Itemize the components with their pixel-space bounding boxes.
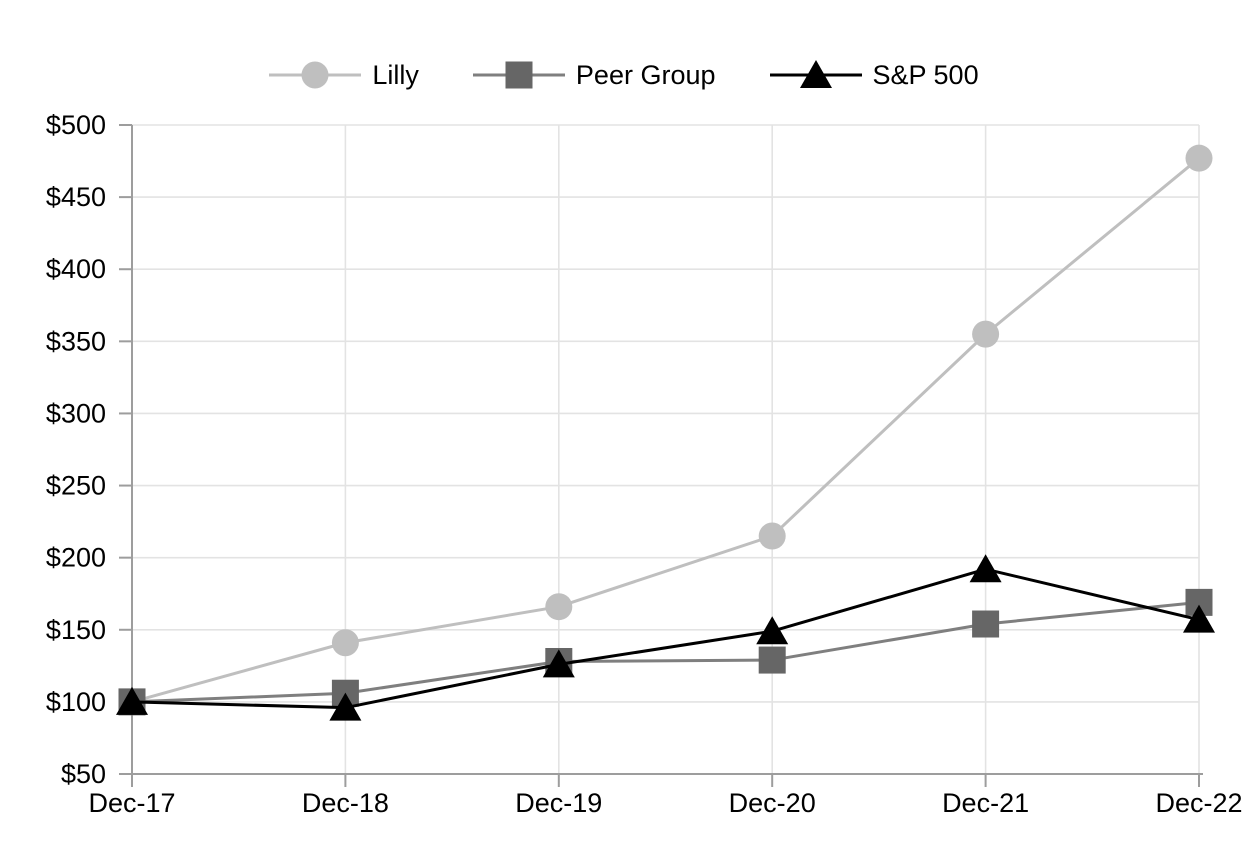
data-point-triangle [329,692,362,721]
axis-labels: $50 $100 $150 $200 $250 $300 $350 $400 $450 $500 D… [46,110,1243,818]
data-point-square [972,610,1000,638]
data-point-triangle [542,649,575,678]
y-axis-tick-label: $350 [46,326,106,356]
y-axis-tick-label: $450 [46,182,106,212]
data-point-circle [972,320,1000,348]
y-axis-tick-label: $250 [46,471,106,501]
y-axis-tick-label: $200 [46,543,106,573]
data-point-triangle [756,616,789,645]
y-axis-tick-label: $400 [46,254,106,284]
axes [119,124,1203,787]
data-point-circle [545,593,573,621]
series-line [131,157,1200,704]
x-axis-tick-label: Dec-22 [1155,788,1242,818]
y-axis-tick-label: $500 [46,110,106,140]
y-axis-tick-label: $300 [46,398,106,428]
series-line [131,567,1200,710]
x-axis-tick-label: Dec-20 [729,788,816,818]
data-point-triangle [116,686,148,715]
series-line [131,600,1200,704]
data-point-square [758,646,786,674]
x-axis-tick-label: Dec-21 [942,788,1029,818]
x-axis-tick-label: Dec-19 [515,788,602,818]
x-axis-tick-label: Dec-17 [88,788,175,818]
data-point-triangle [969,554,1002,583]
y-axis-tick-label: $100 [46,687,106,717]
data-point-circle [758,522,786,550]
data-point-circle [331,629,359,657]
y-axis-tick-label: $150 [46,615,106,645]
data-point-circle [1185,144,1213,172]
gridlines [132,124,1200,774]
data-point-triangle [1183,604,1215,633]
x-axis-tick-label: Dec-18 [302,788,389,818]
series-peer-group [118,588,1213,716]
y-axis-tick-label: $50 [61,759,106,789]
series-s-p-500 [116,554,1215,721]
